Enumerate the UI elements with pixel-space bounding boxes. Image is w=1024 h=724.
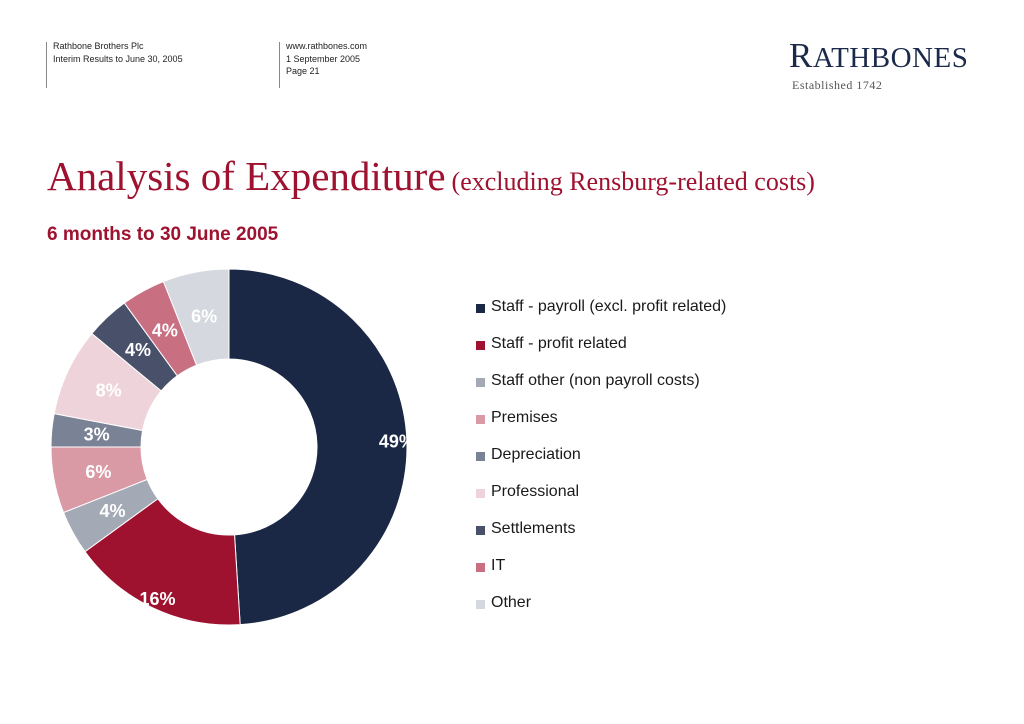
donut-slice-label-0: 49%	[379, 432, 415, 452]
legend-swatch-5	[476, 489, 485, 498]
legend-swatch-0	[476, 304, 485, 313]
legend-label-5: Professional	[491, 483, 580, 500]
legend-swatch-1	[476, 341, 485, 350]
donut-slice-8	[162, 268, 230, 366]
legend-label-3: Premises	[491, 409, 558, 426]
legend-swatch-6	[476, 526, 485, 535]
rathbones-logo: RATHBONES Established 1742	[789, 38, 989, 93]
logo-wordmark: RATHBONES	[789, 36, 969, 75]
legend-swatch-3	[476, 415, 485, 424]
donut-slice-1	[84, 498, 241, 626]
donut-slice-label-5: 8%	[96, 380, 122, 400]
donut-slice-label-2: 4%	[99, 501, 125, 521]
header-left: Rathbone Brothers Plc Interim Results to…	[53, 40, 183, 65]
donut-slice-label-3: 6%	[85, 462, 111, 482]
logo-tagline: Established 1742	[792, 78, 883, 92]
legend-label-0: Staff - payroll (excl. profit related)	[491, 298, 727, 315]
legend-label-4: Depreciation	[491, 446, 581, 463]
chart-period-subtitle: 6 months to 30 June 2005	[47, 224, 279, 245]
legend-label-7: IT	[491, 557, 506, 574]
legend-swatch-4	[476, 452, 485, 461]
header-right: www.rathbones.com 1 September 2005 Page …	[286, 40, 367, 78]
donut-slice-label-7: 4%	[152, 320, 178, 340]
legend-label-2: Staff other (non payroll costs)	[491, 372, 700, 389]
donut-slice-label-1: 16%	[139, 589, 175, 609]
header-divider-middle	[279, 42, 280, 88]
legend-label-1: Staff - profit related	[491, 335, 627, 352]
page-title: Analysis of Expenditure (excluding Rensbu…	[47, 152, 815, 200]
legend-swatch-7	[476, 563, 485, 572]
page-number: Page 21	[286, 66, 320, 76]
legend-label-8: Other	[491, 594, 532, 611]
document-date: 1 September 2005	[286, 53, 361, 64]
legend-swatch-2	[476, 378, 485, 387]
company-name: Rathbone Brothers Plc	[53, 41, 144, 51]
legend-swatch-8	[476, 600, 485, 609]
title-main: Analysis of Expenditure	[47, 153, 446, 199]
donut-slice-label-6: 4%	[125, 340, 151, 360]
title-qualifier: (excluding Rensburg-related costs)	[451, 167, 815, 196]
website-link[interactable]: www.rathbones.com	[286, 41, 368, 51]
document-name: Interim Results to June 30, 2005	[53, 53, 183, 64]
donut-slice-0	[228, 268, 408, 626]
donut-slice-label-8: 6%	[191, 306, 217, 326]
donut-slice-label-4: 3%	[84, 424, 110, 444]
legend-label-6: Settlements	[491, 520, 576, 537]
header-divider-left	[46, 42, 47, 88]
